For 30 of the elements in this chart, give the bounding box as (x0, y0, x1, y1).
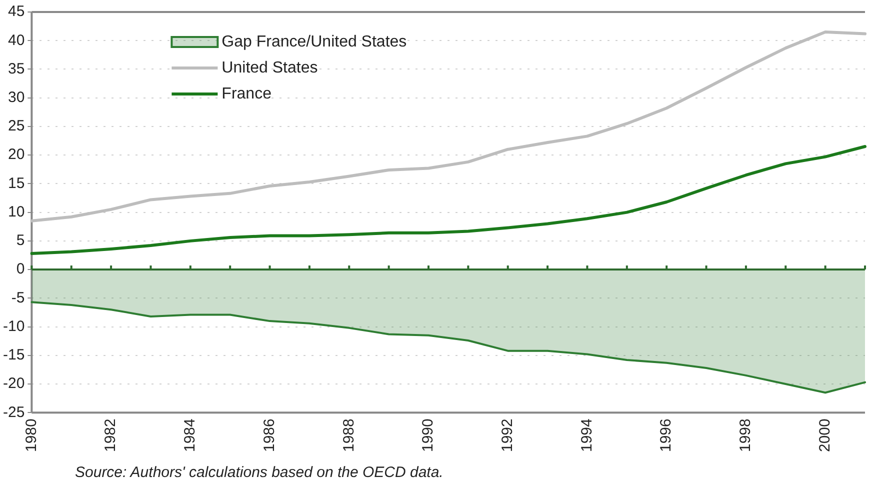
legend-label: France (222, 85, 272, 102)
y-tick-label: 45 (8, 3, 25, 20)
x-tick-label: 1990 (420, 418, 437, 452)
y-tick-label: 5 (16, 232, 25, 250)
y-tick-label: -20 (2, 375, 25, 392)
legend-label: Gap France/United States (222, 33, 407, 50)
y-tick-label: -25 (2, 404, 25, 421)
y-tick-label: 20 (8, 146, 25, 164)
x-tick-label: 1988 (340, 418, 358, 452)
y-tick-label: -15 (2, 346, 25, 364)
y-tick-label: 30 (8, 88, 25, 106)
x-tick-label: 1984 (182, 418, 199, 452)
x-tick-label: 1994 (578, 418, 596, 452)
x-tick-label: 1996 (658, 418, 675, 452)
y-tick-label: 10 (8, 203, 25, 220)
x-tick-label: 2000 (816, 418, 834, 452)
x-tick-label: 1986 (260, 418, 278, 452)
y-tick-label: 25 (8, 118, 25, 135)
x-tick-label: 1980 (22, 418, 40, 452)
source-note: Source: Authors' calculations based on the OECD data. (75, 464, 444, 481)
y-tick-label: 40 (8, 32, 25, 49)
y-tick-label: 15 (8, 174, 25, 192)
y-tick-label: -10 (2, 318, 25, 335)
y-tick-label: -5 (11, 289, 25, 306)
y-tick-label: 35 (8, 60, 25, 78)
legend-label: United States (222, 59, 318, 76)
y-tick-label: 0 (16, 260, 25, 278)
x-tick-label: 1982 (102, 418, 120, 452)
x-tick-label: 1992 (499, 418, 516, 452)
x-tick-label: 1998 (737, 418, 754, 452)
